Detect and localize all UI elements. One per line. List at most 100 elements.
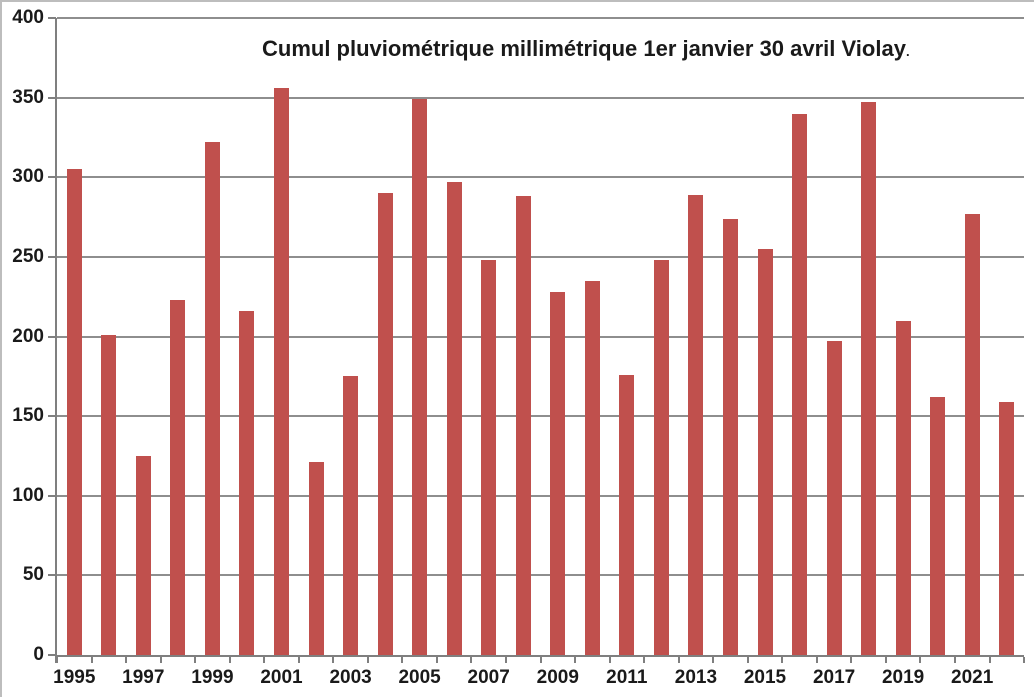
gridline-350	[57, 96, 1024, 99]
chart-title-text: Cumul pluviométrique millimétrique 1er j…	[262, 36, 906, 61]
x-axis-label-2019: 2019	[881, 667, 925, 688]
chart-title-period: .	[905, 44, 910, 59]
y-tick-250	[48, 255, 56, 258]
y-axis-label-200: 200	[12, 325, 44, 347]
x-tick-5	[228, 657, 231, 663]
bar-2021	[964, 213, 980, 655]
bar-1995	[66, 169, 82, 655]
bar-2004	[377, 193, 393, 655]
x-axis-label-2001: 2001	[260, 667, 303, 688]
x-tick-17	[643, 657, 646, 663]
bar-1999	[204, 142, 220, 655]
x-axis-label-1995: 1995	[53, 667, 96, 688]
x-axis-label-1997: 1997	[122, 667, 165, 688]
bar-2010	[584, 280, 600, 655]
x-axis-label-2017: 2017	[812, 667, 856, 688]
x-tick-27	[988, 657, 991, 663]
x-axis-label-2007: 2007	[467, 667, 510, 688]
gridline-250	[57, 255, 1024, 258]
bar-2022	[999, 401, 1015, 655]
x-tick-22	[815, 657, 818, 663]
x-tick-4	[194, 657, 197, 663]
y-tick-0	[48, 654, 56, 656]
y-axis-label-250: 250	[12, 245, 44, 267]
bar-2018	[861, 102, 877, 655]
x-tick-0	[56, 657, 58, 663]
bar-2017	[826, 341, 842, 655]
x-tick-8	[332, 657, 335, 663]
x-axis-label-2021: 2021	[951, 667, 994, 688]
y-axis-label-0: 0	[33, 644, 44, 665]
y-axis-line	[55, 18, 57, 663]
gridline-100	[57, 494, 1024, 497]
bar-1996	[101, 334, 117, 655]
y-axis-label-400: 400	[12, 7, 44, 28]
x-tick-20	[746, 657, 749, 663]
chart-title: Cumul pluviométrique millimétrique 1er j…	[262, 36, 910, 62]
x-tick-11	[435, 657, 438, 663]
x-tick-6	[263, 657, 266, 663]
gridline-300	[57, 176, 1024, 179]
x-axis-label-2003: 2003	[329, 667, 372, 688]
x-tick-3	[159, 657, 162, 663]
y-axis-label-300: 300	[12, 166, 44, 188]
y-tick-200	[48, 335, 56, 338]
x-tick-25	[919, 657, 922, 663]
gridline-150	[57, 415, 1024, 418]
bar-2014	[722, 218, 738, 655]
bar-2020	[930, 397, 946, 655]
plot-area	[57, 17, 1024, 655]
x-tick-18	[677, 657, 680, 663]
bar-1998	[170, 299, 186, 655]
x-tick-26	[953, 657, 956, 663]
y-tick-300	[48, 176, 56, 179]
bar-2016	[792, 113, 807, 655]
bar-2008	[515, 196, 531, 655]
bar-2012	[653, 260, 669, 655]
gridline-50	[57, 574, 1024, 577]
y-tick-150	[48, 415, 56, 418]
x-tick-1	[90, 657, 93, 663]
x-tick-19	[712, 657, 715, 663]
x-axis-line	[55, 655, 1024, 657]
y-tick-50	[48, 574, 56, 577]
bar-2001	[274, 88, 289, 655]
bar-2019	[895, 320, 911, 655]
x-tick-24	[884, 657, 887, 663]
bar-2003	[343, 376, 359, 655]
y-tick-350	[48, 96, 56, 99]
x-tick-9	[366, 657, 369, 663]
bar-2000	[239, 311, 255, 655]
bar-2006	[446, 182, 462, 655]
x-axis-label-2015: 2015	[743, 667, 787, 688]
y-axis-label-50: 50	[22, 564, 44, 586]
y-axis-label-150: 150	[12, 405, 44, 427]
x-axis-label-2009: 2009	[536, 667, 579, 688]
x-tick-21	[781, 657, 784, 663]
x-tick-7	[297, 657, 300, 663]
y-axis-label-100: 100	[12, 484, 44, 506]
x-tick-13	[505, 657, 507, 663]
y-axis-label-350: 350	[12, 86, 44, 108]
x-tick-10	[401, 657, 404, 663]
bar-2015	[757, 248, 773, 655]
x-axis-label-2013: 2013	[674, 667, 718, 688]
bar-2002	[308, 462, 324, 655]
gridline-400	[57, 17, 1024, 19]
bar-2013	[688, 194, 704, 655]
x-tick-15	[574, 657, 576, 663]
x-tick-14	[539, 657, 542, 663]
bar-2005	[412, 99, 428, 655]
x-axis-label-2005: 2005	[398, 667, 441, 688]
bar-2007	[481, 260, 497, 655]
bar-1997	[135, 455, 151, 655]
x-tick-12	[470, 657, 473, 663]
x-tick-23	[850, 657, 853, 663]
bar-2011	[619, 374, 635, 655]
x-tick-2	[125, 657, 128, 663]
y-tick-100	[48, 494, 56, 497]
gridline-200	[57, 335, 1024, 338]
x-axis-label-2011: 2011	[606, 667, 648, 688]
x-tick-28	[1023, 657, 1025, 663]
